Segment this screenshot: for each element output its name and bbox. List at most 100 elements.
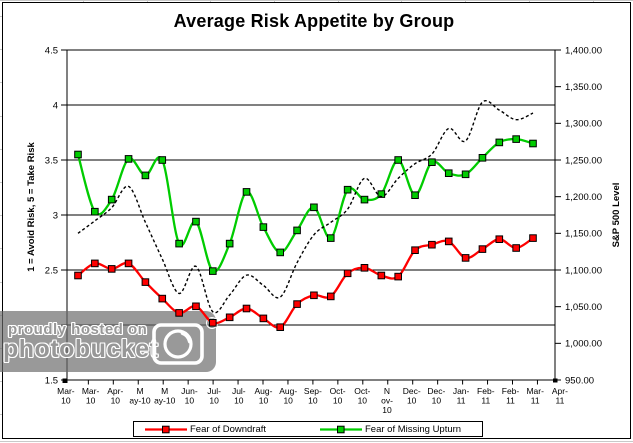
y-left-tick-label: 1.5 [45, 375, 58, 386]
data-point-marker-fear-of-downdraft [276, 323, 285, 331]
legend: Fear of Downdraft Fear of Missing Upturn [133, 421, 483, 437]
worksheet-row-stub [0, 282, 3, 283]
data-point-marker-fear-of-downdraft [107, 265, 116, 273]
worksheet-row-stub [0, 248, 3, 249]
data-point-marker-fear-of-missing-upturn [478, 154, 487, 162]
worksheet-column-stub [210, 0, 211, 3]
x-tick-label: Mar-10 [57, 386, 75, 406]
x-tick-label: Mar-11 [526, 386, 544, 406]
worksheet-row-stub [0, 82, 3, 83]
data-point-marker-fear-of-missing-upturn [158, 156, 167, 164]
x-tick-label: Sep-10 [304, 386, 322, 406]
series-line-s-p-500 [77, 100, 534, 314]
worksheet-row-stub [0, 381, 3, 382]
data-point-marker-fear-of-downdraft [209, 319, 217, 327]
data-point-marker-fear-of-missing-upturn [343, 185, 352, 194]
y-right-tick-label: 1,250.00 [565, 155, 602, 166]
x-tick-label: Mar-10 [82, 386, 100, 406]
data-point-marker-fear-of-downdraft [495, 235, 504, 243]
worksheet-gridline-top [0, 0, 633, 1]
data-point-marker-fear-of-downdraft [461, 254, 470, 262]
chart-title: Average Risk Appetite by Group [173, 11, 455, 31]
worksheet-column-stub [147, 0, 148, 3]
data-point-marker-fear-of-downdraft [529, 234, 537, 242]
x-tick-label: Jul-10 [232, 386, 246, 406]
series-line-fear-of-missing-upturn [76, 137, 534, 273]
y-left-tick-label: 3.5 [45, 155, 58, 166]
data-point-marker-fear-of-missing-upturn [310, 203, 318, 212]
data-point-marker-fear-of-downdraft [175, 309, 183, 317]
x-tick-label: Oct-10 [354, 386, 370, 406]
y-left-tick-label: 4 [53, 100, 58, 111]
data-point-marker-fear-of-missing-upturn [124, 155, 133, 163]
data-point-marker-fear-of-missing-upturn [192, 217, 200, 226]
worksheet-column-stub [593, 0, 594, 3]
data-point-marker-fear-of-missing-upturn [175, 239, 183, 248]
data-point-marker-fear-of-downdraft [310, 291, 318, 300]
x-axis-corner-mark [553, 378, 558, 383]
y-left-tick-label: 2.5 [45, 265, 58, 276]
data-point-marker-fear-of-missing-upturn [293, 226, 301, 235]
data-point-marker-fear-of-downdraft [158, 294, 167, 303]
photobucket-watermark: proudly hosted on photobucket ® [0, 311, 218, 372]
data-point-marker-fear-of-downdraft [124, 259, 133, 268]
worksheet-column-stub [83, 0, 84, 3]
watermark-text-line2: photobucket [3, 335, 159, 363]
data-point-marker-fear-of-downdraft [377, 271, 386, 280]
data-point-marker-fear-of-missing-upturn [512, 135, 520, 143]
data-point-marker-fear-of-missing-upturn [444, 169, 453, 177]
worksheet-row-stub [0, 182, 3, 183]
y-right-tick-label: 1,350.00 [565, 82, 602, 93]
legend-red-line-sample [145, 425, 187, 433]
data-point-marker-fear-of-downdraft [225, 313, 234, 322]
x-tick-label: Jan-11 [453, 386, 470, 406]
data-point-marker-fear-of-downdraft [444, 237, 453, 246]
data-point-marker-fear-of-missing-upturn [259, 223, 268, 231]
worksheet-row-stub [0, 149, 3, 150]
worksheet-row-stub [0, 215, 3, 216]
y-right-tick-label: 1,000.00 [565, 339, 602, 350]
legend-label-fear-of-downdraft: Fear of Downdraft [190, 423, 267, 435]
worksheet-row-stub [0, 116, 3, 117]
y-right-tick-label: 1,050.00 [565, 302, 602, 313]
y-right-tick-label: 1,400.00 [565, 45, 602, 56]
x-tick-label: Feb-11 [477, 386, 495, 406]
worksheet-column-stub [401, 0, 402, 3]
data-point-marker-fear-of-missing-upturn [225, 239, 234, 248]
worksheet-column-stub [465, 0, 466, 3]
data-point-marker-fear-of-downdraft [259, 314, 268, 323]
worksheet-row-stub [0, 16, 3, 17]
legend-green-line-sample [320, 425, 362, 433]
data-point-marker-fear-of-downdraft [141, 278, 150, 286]
x-tick-label: Apr-11 [552, 386, 568, 406]
data-point-marker-fear-of-downdraft [91, 259, 99, 268]
worksheet-gridline-bottom [0, 441, 633, 442]
data-point-marker-fear-of-missing-upturn [428, 158, 436, 166]
data-point-marker-fear-of-downdraft [411, 246, 419, 254]
data-point-marker-fear-of-downdraft [326, 292, 335, 301]
y-right-tick-label: 1,150.00 [565, 229, 602, 240]
data-point-marker-fear-of-missing-upturn [461, 170, 470, 179]
data-point-marker-fear-of-downdraft [478, 245, 487, 253]
legend-entry-fear-of-missing-upturn[interactable]: Fear of Missing Upturn [320, 423, 461, 435]
legend-entry-fear-of-downdraft[interactable]: Fear of Downdraft [145, 423, 266, 435]
data-point-marker-fear-of-missing-upturn [209, 267, 217, 275]
data-point-marker-fear-of-missing-upturn [141, 171, 150, 180]
x-tick-label: Apr-10 [107, 386, 123, 406]
data-point-marker-fear-of-downdraft [242, 304, 251, 313]
worksheet-column-stub [338, 0, 339, 3]
data-point-marker-fear-of-downdraft [360, 264, 369, 272]
data-point-marker-fear-of-missing-upturn [529, 139, 537, 148]
data-point-marker-fear-of-downdraft [293, 300, 301, 308]
data-point-marker-fear-of-missing-upturn [74, 150, 82, 159]
x-axis-corner-mark [62, 378, 68, 383]
data-point-marker-fear-of-missing-upturn [91, 207, 99, 216]
data-point-marker-fear-of-missing-upturn [411, 191, 419, 199]
data-point-marker-fear-of-downdraft [343, 269, 352, 278]
data-point-marker-fear-of-missing-upturn [326, 234, 335, 242]
